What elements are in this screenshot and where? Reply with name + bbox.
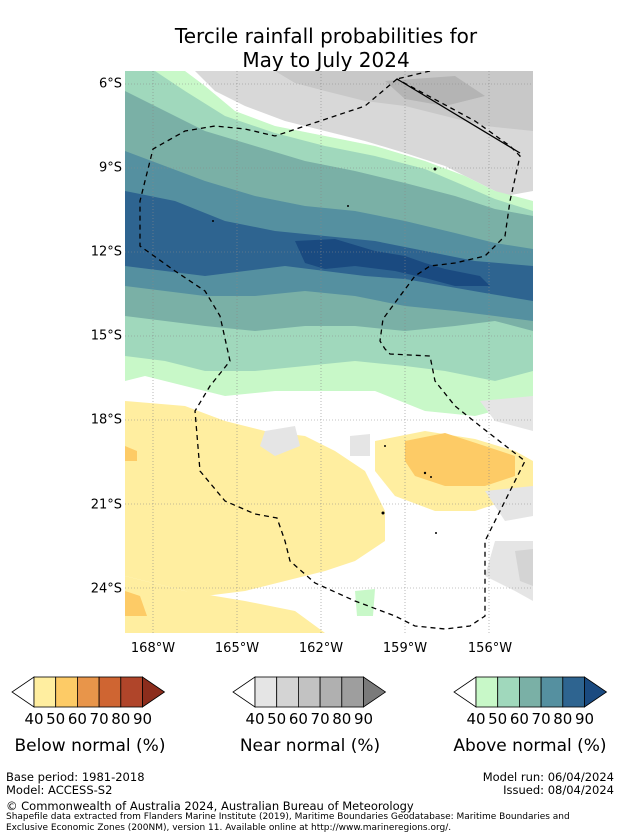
map-canvas [125,70,533,633]
colorbar-swatch [298,676,321,708]
colorbar-tick-label: 60 [289,710,308,728]
colorbar-swatch [120,676,143,708]
colorbar-tick-label: 40 [245,710,264,728]
colorbar-arrow-low [232,676,256,708]
colorbar-swatch [276,676,299,708]
colorbar: 40 50 60 70 80 90 [11,676,166,728]
colorbar-tick-label: 70 [532,710,551,728]
colorbar-swatch [77,676,100,708]
colorbar-arrow-low [11,676,35,708]
lon-label-162w: 162°W [298,641,344,656]
colorbar-tick-label: 90 [133,710,152,728]
colorbar: 40 50 60 70 80 90 [453,676,608,728]
eez-boundary [139,78,526,630]
colorbar-tick-label: 40 [24,710,43,728]
issued-date: Issued: 08/04/2024 [503,783,614,797]
lat-label-6s: 6°S [98,76,122,92]
legend-above-normal: 40 50 60 70 80 90 [452,676,612,742]
colorbar-swatch [475,676,499,708]
lon-label-159w: 159°W [382,641,428,656]
copyright: © Commonwealth of Australia 2024, Austra… [6,799,414,813]
colorbar-swatch [98,676,122,708]
legend-near-normal: 40 50 60 70 80 90 [231,676,391,742]
colorbar-arrow-high [363,676,387,708]
colorbar-swatch [497,676,520,708]
colorbar-swatch [341,676,364,708]
colorbar-swatch [519,676,542,708]
legend-below-normal: 40 50 60 70 80 90 [10,676,170,742]
legend-title-near: Near normal (%) [239,736,381,756]
colorbar-tick-label: 50 [267,710,286,728]
shapefile-credit-line-1: Shapefile data extracted from Flanders M… [6,812,570,822]
model-run: Model run: 06/04/2024 [482,770,614,784]
colorbar-swatch [319,676,343,708]
colorbar: 40 50 60 70 80 90 [232,676,387,728]
colorbar-tick-label: 90 [354,710,373,728]
graticule [125,71,533,633]
model-name: Model: ACCESS-S2 [6,783,113,797]
lon-label-165w: 165°W [214,641,260,656]
colorbar-tick-label: 70 [90,710,109,728]
lon-label-168w: 168°W [130,641,176,656]
base-period: Base period: 1981-2018 [6,770,145,784]
lat-label-9s: 9°S [98,160,122,176]
colorbar-tick-label: 80 [332,710,351,728]
lat-label-21s: 21°S [90,497,122,513]
colorbar-tick-label: 70 [311,710,330,728]
above-normal-core-90 [295,239,490,286]
colorbar-arrow-high [142,676,166,708]
colorbar-tick-label: 50 [46,710,65,728]
colorbar-swatch [55,676,78,708]
colorbar-tick-label: 90 [575,710,594,728]
islands [212,167,437,534]
colorbar-tick-label: 60 [510,710,529,728]
rainfall-probability-map [125,70,533,633]
legend-title-above: Above normal (%) [453,736,607,756]
map-title: Tercile rainfall probabilities for May t… [0,24,621,72]
colorbar-swatch [540,676,564,708]
colorbar-swatch [562,676,585,708]
legend-title-below: Below normal (%) [14,736,166,756]
colorbar-tick-label: 80 [553,710,572,728]
colorbar-tick-label: 40 [466,710,485,728]
shapefile-credit-line-2: Exclusive Economic Zones (200NM), versio… [6,823,452,833]
colorbar-swatch [33,676,57,708]
colorbar-arrow-low [453,676,477,708]
colorbar-tick-label: 60 [68,710,87,728]
below-normal-region [125,401,385,596]
lat-label-24s: 24°S [90,581,122,597]
lat-label-15s: 15°S [90,328,122,344]
lat-label-18s: 18°S [90,412,122,428]
colorbar-swatch [254,676,278,708]
lon-label-156w: 156°W [467,641,513,656]
shapefile-credit: Shapefile data extracted from Flanders M… [6,812,606,834]
lat-label-12s: 12°S [90,244,122,260]
title-line-1: Tercile rainfall probabilities for [174,24,478,48]
colorbar-arrow-high [584,676,608,708]
colorbar-tick-label: 50 [488,710,507,728]
colorbar-tick-label: 80 [111,710,130,728]
title-line-2: May to July 2024 [242,48,410,72]
below-normal-core-50 [405,433,515,486]
eez-boundary-solid [396,78,521,154]
